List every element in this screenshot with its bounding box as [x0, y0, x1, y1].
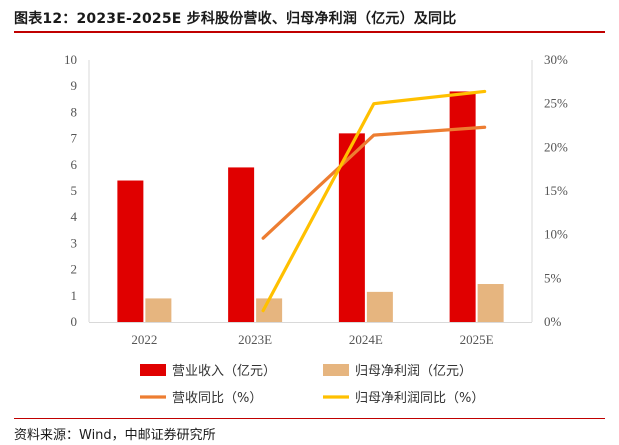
title-rule — [14, 31, 605, 33]
x-tick-label: 2024E — [349, 332, 383, 347]
net-profit-bar — [366, 291, 393, 322]
legend-label: 营业收入（亿元） — [172, 364, 276, 379]
x-tick-label: 2023E — [238, 332, 272, 347]
source-rule — [14, 418, 605, 419]
lines — [261, 89, 487, 313]
left-tick-label: 4 — [71, 209, 78, 224]
left-tick-label: 5 — [71, 183, 78, 198]
left-tick-label: 2 — [71, 262, 78, 277]
legend-label: 归母净利润同比（%） — [355, 391, 484, 406]
net-profit-bar — [256, 298, 283, 322]
legend-swatch — [323, 364, 349, 376]
revenue-bar — [117, 180, 144, 322]
right-tick-label: 0% — [544, 314, 562, 329]
left-tick-label: 1 — [71, 288, 78, 303]
left-tick-label: 8 — [71, 104, 78, 119]
right-tick-label: 20% — [544, 139, 568, 154]
left-tick-label: 3 — [71, 235, 78, 250]
left-tick-label: 10 — [64, 52, 77, 67]
left-tick-label: 6 — [71, 157, 78, 172]
right-axis-ticks: 0% 5% 10% 15% 20% 25% 30% — [544, 52, 568, 329]
revenue-yoy-line — [261, 125, 487, 240]
left-tick-label: 7 — [71, 131, 78, 146]
net-profit-yoy-line — [261, 89, 487, 313]
legend-label: 归母净利润（亿元） — [355, 364, 472, 379]
revenue-bar — [449, 91, 476, 322]
chart-title: 图表12：2023E-2025E 步科股份营收、归母净利润（亿元）及同比 — [14, 11, 457, 27]
net-profit-bar — [477, 284, 504, 322]
left-tick-label: 9 — [71, 78, 78, 93]
bars — [117, 91, 504, 322]
right-tick-label: 30% — [544, 52, 568, 67]
left-axis-ticks: 0 1 2 3 4 5 6 7 8 9 10 — [64, 52, 78, 329]
legend-swatch — [140, 364, 166, 376]
x-axis-ticks: 2022 2023E 2024E 2025E — [131, 332, 493, 347]
net-profit-bar — [145, 298, 172, 322]
right-tick-label: 5% — [544, 270, 562, 285]
right-tick-label: 10% — [544, 227, 568, 242]
right-tick-label: 25% — [544, 96, 568, 111]
legend: 营业收入（亿元） 归母净利润（亿元） 营收同比（%） 归母净利润同比（%） — [140, 364, 484, 406]
legend-label: 营收同比（%） — [172, 391, 262, 406]
left-tick-label: 0 — [71, 314, 78, 329]
x-tick-label: 2022 — [131, 332, 157, 347]
x-tick-label: 2025E — [460, 332, 494, 347]
source-note: 资料来源：Wind，中邮证券研究所 — [14, 428, 216, 443]
right-tick-label: 15% — [544, 183, 568, 198]
revenue-bar — [228, 167, 255, 322]
